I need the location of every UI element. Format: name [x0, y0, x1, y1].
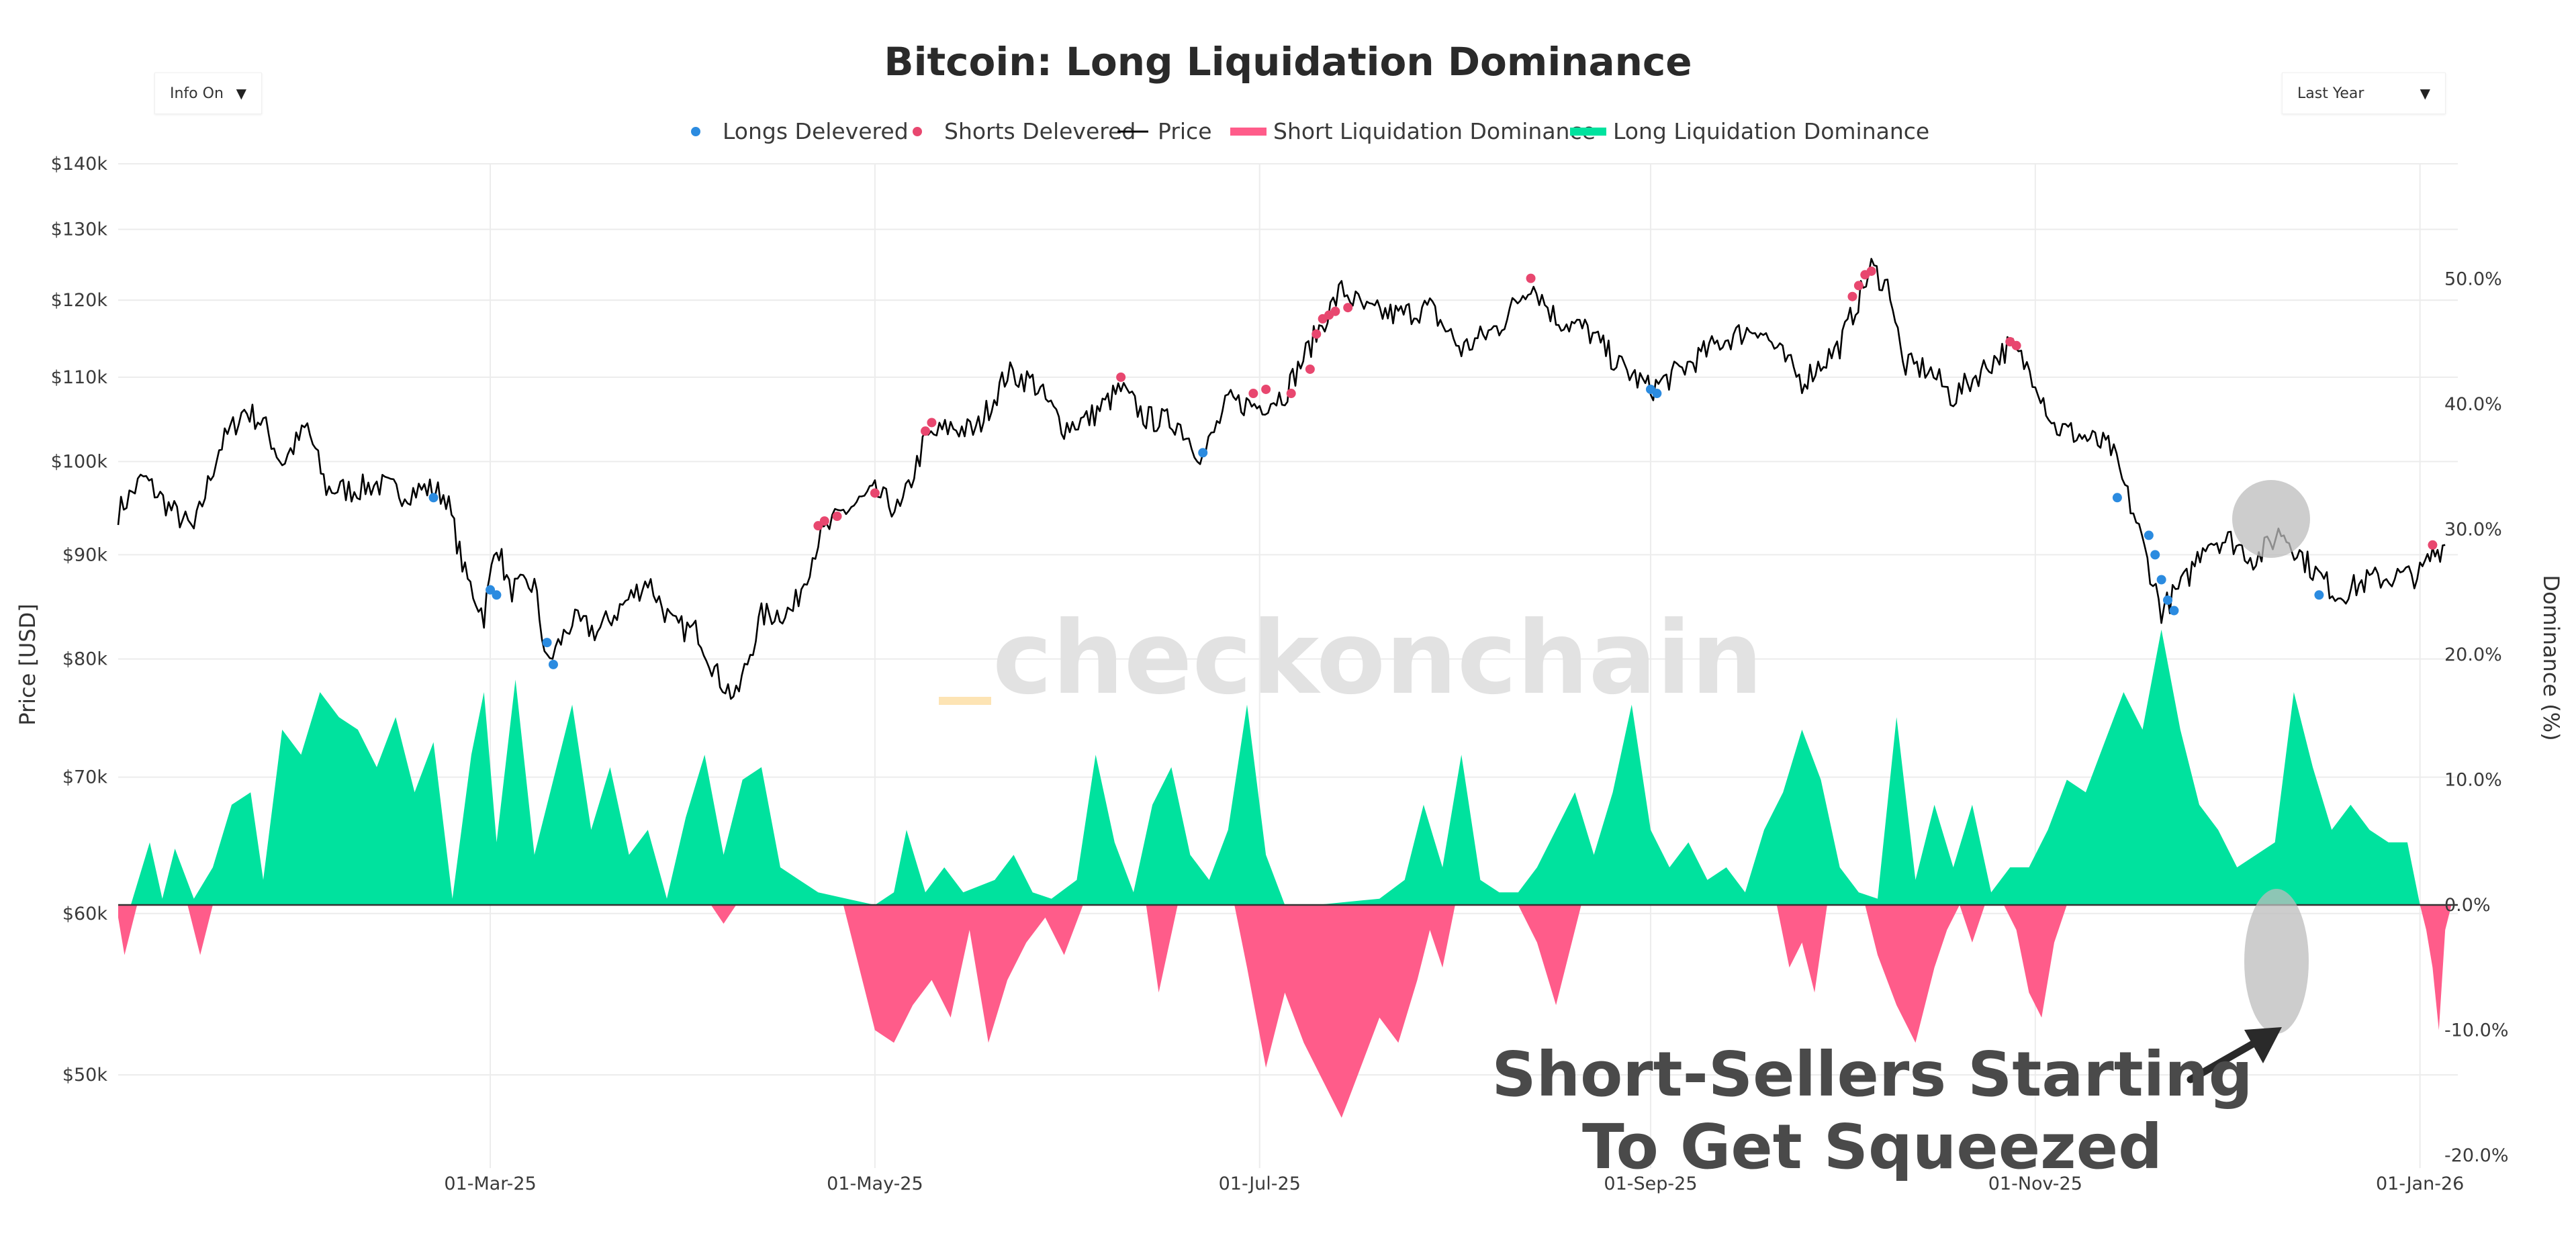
longs-delevered-dot [548, 659, 558, 669]
shorts-delevered-dot [1312, 329, 1322, 339]
chart-title: Bitcoin: Long Liquidation Dominance [884, 39, 1692, 85]
axes: $50k $60k $70k $80k $90k $100k $110k $120k $130k… [15, 154, 2564, 1194]
shorts-delevered-dot [921, 426, 931, 436]
x-tick-label: 01-Jul-25 [1219, 1173, 1301, 1194]
shorts-delevered-dot [1847, 291, 1857, 301]
y-tick-label: $130k [51, 220, 108, 240]
legend-marker [1570, 128, 1606, 136]
shorts-delevered-dot [832, 512, 842, 522]
legend-label: Short Liquidation Dominance [1273, 118, 1596, 144]
y-tick-label: $50k [62, 1065, 108, 1086]
shorts-delevered-dot [1248, 389, 1258, 399]
dominance-areas [118, 629, 2458, 1118]
shorts-delevered-dot [2011, 340, 2021, 350]
y2-tick-label: 20.0% [2444, 644, 2502, 665]
longs-delevered-dot [492, 590, 502, 600]
legend-label: Long Liquidation Dominance [1613, 118, 1929, 144]
y-tick-label: $120k [51, 290, 108, 311]
y2-tick-label: -10.0% [2444, 1020, 2509, 1041]
longs-delevered-dot [2314, 590, 2324, 600]
longs-delevered-dot [428, 493, 439, 503]
longs-delevered-dot [2169, 606, 2179, 616]
longs-delevered-dot [1652, 389, 1662, 399]
longs-delevered-dot [2112, 493, 2122, 503]
y2-tick-label: 30.0% [2444, 520, 2502, 540]
x-tick-label: 01-May-25 [827, 1173, 923, 1194]
shorts-delevered-dot [1526, 273, 1536, 283]
watermark-text: checkonchain [993, 600, 1763, 717]
legend-label: Longs Delevered [723, 118, 909, 144]
info-toggle-label: Info On [170, 85, 224, 102]
annotation-arrow-head [2244, 1027, 2282, 1063]
legend-label: Shorts Delevered [944, 118, 1136, 144]
y-tick-label: $100k [51, 451, 108, 472]
watermark-underscore [939, 697, 991, 705]
y-tick-label: $80k [62, 649, 108, 670]
y-tick-label: $70k [62, 767, 108, 788]
longs-delevered-dot [1198, 448, 1208, 458]
y2-tick-label: -20.0% [2444, 1145, 2509, 1166]
chevron-down-icon: ▼ [236, 85, 246, 101]
longs-delevered-dot [486, 585, 496, 595]
annotation-arrow-shaft [2187, 1038, 2260, 1084]
longs-delevered-dot [542, 638, 552, 648]
shorts-delevered-dot [927, 418, 937, 428]
highlight-ellipse-dominance [2244, 889, 2309, 1034]
shorts-delevered-dot [1286, 389, 1296, 399]
chevron-down-icon: ▼ [2420, 85, 2430, 101]
info-toggle-dropdown[interactable]: Info On ▼ [154, 73, 262, 114]
longs-delevered-dot [2156, 575, 2166, 585]
short-liquidation-dominance-area [118, 905, 2452, 1118]
y2-tick-label: 0.0% [2444, 895, 2491, 916]
legend-label: Price [1158, 118, 1212, 144]
annotation-line-1: Short-Sellers Starting [1491, 1039, 2252, 1110]
y2-tick-label: 40.0% [2444, 394, 2502, 415]
time-range-dropdown[interactable]: Last Year ▼ [2282, 73, 2446, 114]
shorts-delevered-dot [1305, 364, 1315, 374]
shorts-delevered-dot [819, 516, 829, 526]
watermark: checkonchain [939, 600, 1763, 717]
price-line [117, 258, 2446, 700]
shorts-delevered-dot [1866, 266, 1876, 276]
y2-tick-label: 50.0% [2444, 269, 2502, 290]
shorts-delevered-dot [1853, 281, 1864, 291]
price-series [117, 258, 2446, 700]
y-tick-label: $90k [62, 544, 108, 565]
y-tick-label: $110k [51, 367, 108, 388]
y2-tick-label: 10.0% [2444, 770, 2502, 791]
highlight-circle-price [2232, 480, 2310, 558]
y-axis-title: Price [USD] [15, 604, 40, 726]
legend[interactable]: Longs Delevered Shorts Delevered Price Shor… [691, 118, 1929, 144]
x-tick-label: 01-Jan-26 [2376, 1173, 2464, 1194]
long-liquidation-dominance-area [118, 629, 2420, 918]
annotation: Short-Sellers Starting To Get Squeezed [1491, 480, 2310, 1183]
annotation-line-2: To Get Squeezed [1582, 1111, 2162, 1183]
x-tick-label: 01-Nov-25 [1988, 1173, 2082, 1194]
shorts-delevered-dot [2428, 540, 2438, 550]
y2-axis-title: Dominance (%) [2538, 575, 2564, 740]
x-tick-label: 01-Sep-25 [1604, 1173, 1697, 1194]
longs-delevered-dot [2144, 530, 2154, 540]
longs-delevered-dot [2150, 550, 2160, 560]
time-range-label: Last Year [2297, 85, 2364, 102]
y-tick-label: $140k [51, 154, 108, 175]
legend-marker [691, 127, 700, 136]
shorts-delevered-dot [1261, 384, 1271, 394]
shorts-delevered-dot [1330, 306, 1340, 316]
y-tick-label: $60k [62, 904, 108, 924]
shorts-delevered-dot [1116, 372, 1126, 382]
longs-delevered-dot [2163, 595, 2173, 605]
legend-marker [913, 127, 922, 136]
legend-marker [1230, 128, 1267, 136]
delever-markers [428, 266, 2438, 669]
x-tick-label: 01-Mar-25 [444, 1173, 536, 1194]
shorts-delevered-dot [1343, 303, 1353, 313]
shorts-delevered-dot [870, 488, 880, 498]
